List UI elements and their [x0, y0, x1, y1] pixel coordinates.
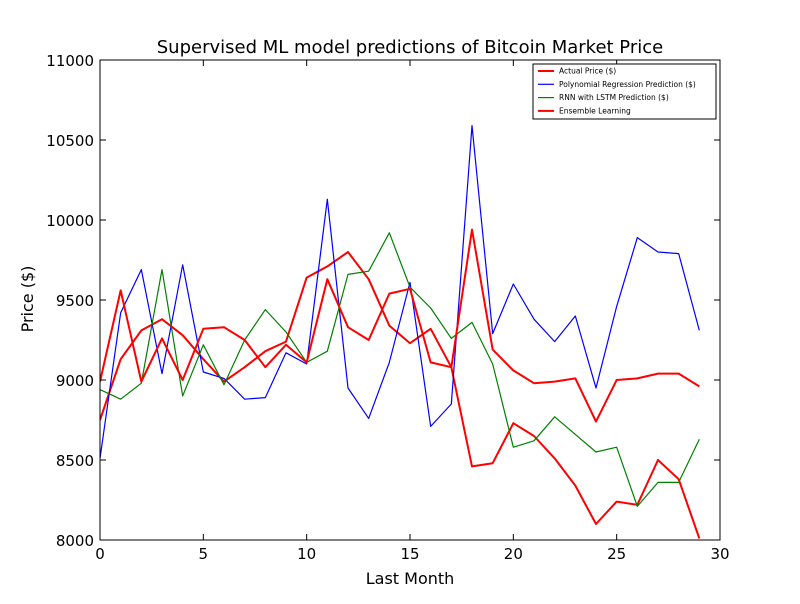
y-axis-label: Price ($) — [18, 266, 37, 333]
x-tick-label: 5 — [199, 545, 209, 563]
y-tick-label: 9500 — [56, 292, 94, 310]
y-tick-label: 8500 — [56, 452, 94, 470]
legend-box — [532, 63, 717, 120]
series-line-2 — [100, 232, 700, 507]
legend-label-2: RNN with LSTM Prediction ($) — [559, 93, 669, 102]
y-tick-label: 8000 — [56, 532, 94, 550]
x-tick-label: 10 — [297, 545, 316, 563]
x-tick-label: 15 — [400, 545, 419, 563]
chart-title: Supervised ML model predictions of Bitco… — [157, 37, 663, 58]
legend-label-3: Ensemble Learning — [559, 106, 631, 115]
y-tick-label: 9000 — [56, 372, 94, 390]
x-tick-label: 0 — [95, 545, 105, 563]
y-tick-label: 10000 — [46, 212, 94, 230]
x-tick-label: 20 — [504, 545, 523, 563]
plot-area: 0 5 10 15 20 25 30 8000 8500 9000 9500 10000 10500 11… — [46, 52, 729, 563]
y-tick-label: 11000 — [46, 52, 94, 70]
legend: Actual Price ($) Polynomial Regression Pr… — [532, 63, 717, 120]
x-tick-label: 30 — [710, 545, 729, 563]
y-tick-label: 10500 — [46, 132, 94, 150]
legend-label-0: Actual Price ($) — [559, 67, 616, 76]
x-tick-label: 25 — [607, 545, 626, 563]
series-line-3 — [100, 228, 700, 423]
x-axis-label: Last Month — [366, 569, 455, 588]
legend-label-1: Polynomial Regression Prediction ($) — [559, 80, 696, 89]
